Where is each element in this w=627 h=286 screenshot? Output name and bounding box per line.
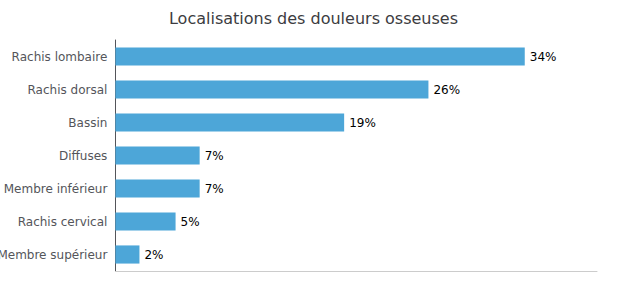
svg-text:34%: 34% [530, 50, 557, 64]
svg-text:Membre supérieur: Membre supérieur [0, 248, 107, 262]
svg-text:7%: 7% [205, 182, 224, 196]
svg-text:26%: 26% [433, 83, 460, 97]
svg-text:19%: 19% [349, 116, 376, 130]
svg-text:7%: 7% [205, 149, 224, 163]
svg-text:2%: 2% [144, 248, 163, 262]
svg-text:Bassin: Bassin [68, 116, 107, 130]
svg-text:Membre inférieur: Membre inférieur [4, 182, 108, 196]
svg-text:5%: 5% [181, 215, 200, 229]
svg-text:Localisations des douleurs oss: Localisations des douleurs osseuses [169, 9, 458, 28]
svg-text:Rachis dorsal: Rachis dorsal [27, 83, 107, 97]
svg-text:Rachis cervical: Rachis cervical [18, 215, 108, 229]
svg-text:Rachis lombaire: Rachis lombaire [12, 50, 108, 64]
svg-text:Diffuses: Diffuses [59, 149, 107, 163]
